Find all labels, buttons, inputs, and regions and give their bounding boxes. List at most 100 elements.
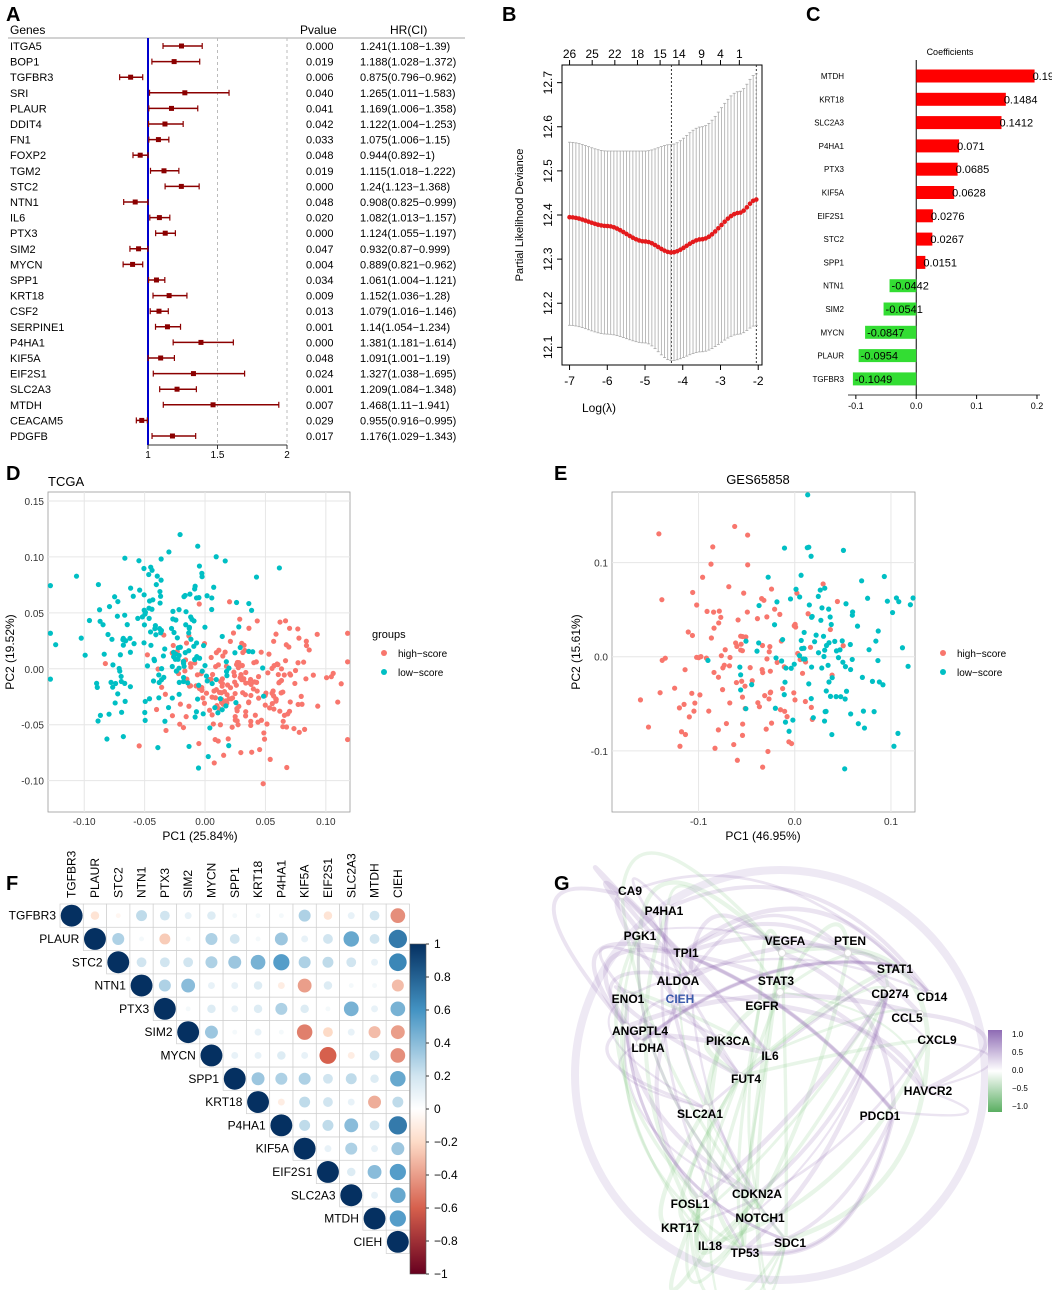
lasso-point xyxy=(719,222,724,228)
low-score-point xyxy=(188,636,194,642)
high-score-point xyxy=(659,597,665,603)
network-edge xyxy=(681,951,896,1114)
network-node-label: EGFR xyxy=(745,999,779,1013)
lasso-y-tick-label: 12.5 xyxy=(541,159,555,183)
network-edge xyxy=(755,989,890,1213)
high-score-point xyxy=(766,649,772,655)
low-score-point xyxy=(117,652,123,658)
network-edge xyxy=(666,884,782,993)
network-node xyxy=(716,1034,724,1042)
high-score-point xyxy=(328,674,334,680)
forest-gene-label: SERPINE1 xyxy=(10,322,64,334)
low-score-point xyxy=(276,565,282,571)
corr-circle xyxy=(247,1091,270,1114)
high-score-point xyxy=(267,756,273,762)
high-score-point xyxy=(338,681,344,687)
network-edge xyxy=(743,1111,896,1255)
corr-circle xyxy=(300,1004,309,1014)
network-edge xyxy=(639,960,903,1045)
high-score-point xyxy=(742,683,748,689)
high-score-point xyxy=(764,614,770,620)
scatter-panel-bg xyxy=(611,491,916,813)
low-score-point xyxy=(150,597,156,603)
low-score-point xyxy=(176,679,182,686)
high-score-point xyxy=(254,688,260,694)
high-score-point xyxy=(246,680,253,686)
low-score-point xyxy=(205,753,211,760)
network-node-label: VEGFA xyxy=(765,934,806,948)
network-edge xyxy=(779,951,890,994)
forest-hr-text: 0.932(0.87−0.999) xyxy=(360,244,450,256)
network-colorbar-label: 1.0 xyxy=(1012,1030,1024,1039)
high-score-point xyxy=(219,676,225,682)
legend-label: low−score xyxy=(398,668,444,679)
corr-circle xyxy=(200,1044,223,1067)
corr-circle xyxy=(158,979,171,992)
low-score-point xyxy=(173,668,179,674)
corr-circle xyxy=(391,979,404,992)
high-score-point xyxy=(220,653,226,659)
corr-circle xyxy=(386,1230,409,1253)
low-score-point xyxy=(215,710,221,716)
high-score-point xyxy=(238,671,244,678)
low-score-point xyxy=(818,617,824,623)
forest-hr-point xyxy=(139,417,145,423)
network-edge xyxy=(681,952,896,1114)
high-score-point xyxy=(708,635,714,641)
lasso-x-label: Log(λ) xyxy=(582,401,616,415)
lasso-top-label: 15 xyxy=(653,47,667,61)
corr-circle xyxy=(270,1114,293,1137)
low-score-point xyxy=(810,715,816,721)
network-node-label: STAT3 xyxy=(758,974,795,988)
forest-gene-label: TGFBR3 xyxy=(10,72,53,84)
coef-category-label: STC2 xyxy=(824,235,845,244)
forest-gene-label: PLAUR xyxy=(10,103,47,115)
low-score-point xyxy=(142,698,148,705)
network-edge xyxy=(703,989,782,1109)
lasso-top-label: 9 xyxy=(698,47,705,61)
high-score-point xyxy=(209,671,216,678)
low-score-point xyxy=(158,556,164,562)
high-score-point xyxy=(719,687,726,693)
high-score-point xyxy=(292,667,299,674)
corr-circle xyxy=(107,951,130,974)
network-edge xyxy=(638,960,903,1045)
lasso-x-tick-label: -4 xyxy=(677,374,688,388)
pca-geo-plot: GES65858 -0.1 0.0 0.1 -0.1 0.0 0.1 high−score lo… xyxy=(569,472,1007,843)
high-score-point xyxy=(264,721,270,727)
low-score-point xyxy=(137,587,143,593)
low-score-point xyxy=(196,682,202,688)
high-score-point xyxy=(764,656,770,662)
low-score-point xyxy=(101,651,107,657)
high-score-point xyxy=(694,602,700,608)
high-score-point xyxy=(265,670,271,676)
low-score-point xyxy=(860,708,867,714)
high-score-point xyxy=(201,700,208,706)
scatter-x-tick-label: 0.0 xyxy=(788,817,802,828)
corr-circle xyxy=(136,957,147,968)
high-score-point xyxy=(805,611,811,617)
low-score-point xyxy=(826,606,832,612)
high-score-point xyxy=(344,630,351,636)
network-edge xyxy=(680,906,904,969)
coef-value-label: 0.071 xyxy=(957,141,985,153)
high-score-point xyxy=(802,698,808,705)
high-score-point xyxy=(286,644,292,650)
forest-gene-label: CSF2 xyxy=(10,306,38,318)
network-node xyxy=(920,1086,928,1094)
network-node xyxy=(702,1104,710,1112)
low-score-point xyxy=(246,648,252,654)
pca-tcga-x-label: PC1 (25.84%) xyxy=(162,829,237,843)
high-score-point xyxy=(241,642,247,648)
high-score-point xyxy=(280,718,286,724)
scatter-x-tick-label: 0.05 xyxy=(256,817,276,828)
high-score-point xyxy=(747,665,753,671)
corr-circle xyxy=(390,1187,406,1203)
low-score-point xyxy=(839,638,845,644)
high-score-point xyxy=(256,695,262,701)
low-score-point xyxy=(158,577,164,583)
network-edge xyxy=(592,865,692,980)
lasso-point xyxy=(747,201,753,207)
low-score-point xyxy=(847,641,853,648)
network-node xyxy=(624,992,632,1000)
